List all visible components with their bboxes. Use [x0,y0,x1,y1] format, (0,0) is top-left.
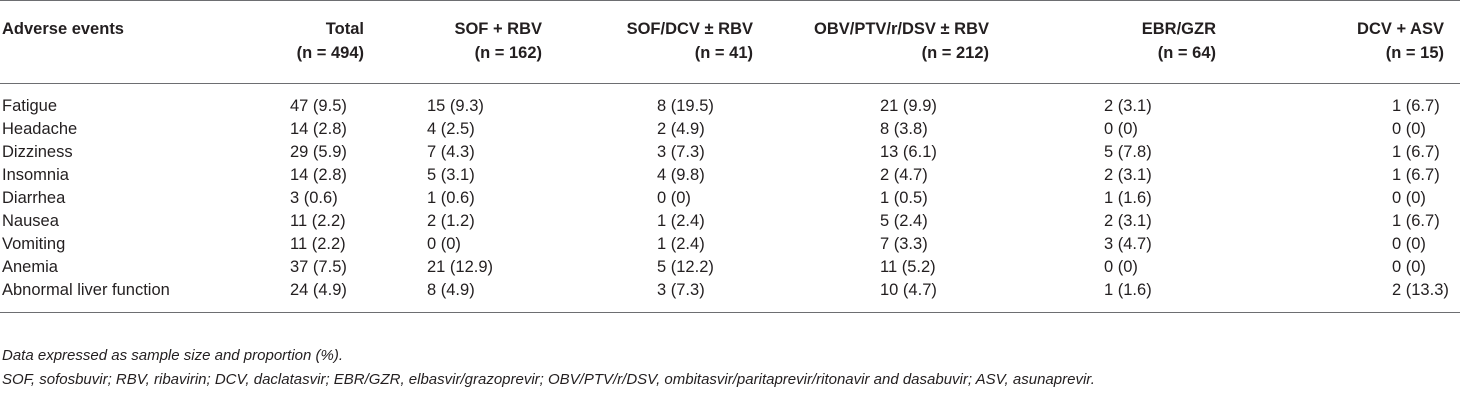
cell-total: 47 (9.5) [290,97,347,115]
cell-ebr-gzr: 1 (1.6) [1035,279,1245,313]
cell-obv-ptv-r-dsv-rbv: 21 (9.9) [880,97,937,115]
cell-sof-dcv-rbv: 0 (0) [657,189,691,207]
adverse-event-label: Fatigue [2,97,58,115]
cell-total: 37 (7.5) [290,258,347,276]
cell-sof-dcv-rbv: 8 (19.5) [657,97,714,115]
table-header-row: Adverse events Total (n = 494) SOF + RBV… [0,0,1460,84]
table-row: Fatigue 47 (9.5) 15 (9.3) 8 (19.5) 21 (9.9) 2… [0,84,1460,119]
cell-sof-dcv-rbv: 1 (2.4) [657,212,705,230]
cell-sof-rbv: 5 (3.1) [427,166,475,184]
column-header-obv-ptv-r-dsv-rbv: OBV/PTV/r/DSV ± RBV (n = 212) [768,0,1035,84]
cell-total: 11 (2.2) [290,235,346,253]
footnote-data-expression: Data expressed as sample size and propor… [2,347,344,364]
cell-sof-rbv: 15 (9.3) [427,97,484,115]
cell-dcv-asv: 1 (6.7) [1392,143,1440,161]
cell-obv-ptv-r-dsv-rbv: 10 (4.7) [768,279,1035,313]
cell-dcv-asv: 2 (13.3) [1245,279,1460,313]
cell-sof-rbv: 4 (2.5) [427,120,475,138]
cell-total: 14 (2.8) [290,166,347,184]
cell-dcv-asv: 1 (6.7) [1392,212,1440,230]
adverse-event-label: Diarrhea [2,189,66,207]
cell-sof-rbv: 7 (4.3) [427,143,475,161]
table-row: Vomiting 11 (2.2) 0 (0) 1 (2.4) 7 (3.3) 3 (4.… [0,233,1460,256]
column-header-total: Total (n = 494) [260,0,367,84]
column-header-dcv-asv: DCV + ASV (n = 15) [1245,0,1460,84]
cell-ebr-gzr: 0 (0) [1104,120,1138,138]
cell-dcv-asv: 0 (0) [1392,258,1426,276]
cell-sof-dcv-rbv: 4 (9.8) [657,166,705,184]
cell-total: 11 (2.2) [290,212,346,230]
cell-dcv-asv: 1 (6.7) [1392,97,1440,115]
table-row: Nausea 11 (2.2) 2 (1.2) 1 (2.4) 5 (2.4) 2 (3.… [0,210,1460,233]
table-row: Dizziness 29 (5.9) 7 (4.3) 3 (7.3) 13 (6.1) 5… [0,141,1460,164]
cell-obv-ptv-r-dsv-rbv: 2 (4.7) [880,166,928,184]
cell-dcv-asv: 0 (0) [1392,235,1426,253]
adverse-event-label: Nausea [2,212,59,230]
cell-total: 24 (4.9) [260,279,367,313]
cell-obv-ptv-r-dsv-rbv: 5 (2.4) [880,212,928,230]
cell-obv-ptv-r-dsv-rbv: 13 (6.1) [880,143,937,161]
adverse-event-label: Headache [2,120,78,138]
cell-sof-rbv: 0 (0) [427,235,461,253]
adverse-events-table-container: Adverse events Total (n = 494) SOF + RBV… [0,0,1460,313]
column-header-ebr-gzr: EBR/GZR (n = 64) [1035,0,1245,84]
cell-total: 29 (5.9) [290,143,347,161]
adverse-event-label: Abnormal liver function [0,279,260,313]
cell-ebr-gzr: 1 (1.6) [1104,189,1152,207]
adverse-event-label: Dizziness [2,143,73,161]
cell-ebr-gzr: 2 (3.1) [1104,212,1152,230]
cell-dcv-asv: 0 (0) [1392,120,1426,138]
adverse-event-label: Insomnia [2,166,69,184]
cell-obv-ptv-r-dsv-rbv: 8 (3.8) [880,120,928,138]
column-header-sof-rbv: SOF + RBV (n = 162) [367,0,564,84]
table-row: Diarrhea 3 (0.6) 1 (0.6) 0 (0) 1 (0.5) 1 (1.6… [0,187,1460,210]
table-footnotes: Data expressed as sample size and propor… [2,344,1095,392]
table-row: Headache 14 (2.8) 4 (2.5) 2 (4.9) 8 (3.8) 0 (… [0,118,1460,141]
cell-obv-ptv-r-dsv-rbv: 7 (3.3) [880,235,928,253]
cell-sof-rbv: 1 (0.6) [427,189,475,207]
cell-sof-dcv-rbv: 3 (7.3) [564,279,768,313]
footnote-abbreviations: SOF, sofosbuvir; RBV, ribavirin; DCV, da… [2,371,1095,388]
table-row: Abnormal liver function 24 (4.9) 8 (4.9) 3 … [0,279,1460,313]
cell-sof-dcv-rbv: 3 (7.3) [657,143,705,161]
cell-ebr-gzr: 3 (4.7) [1104,235,1152,253]
cell-dcv-asv: 1 (6.7) [1392,166,1440,184]
cell-sof-dcv-rbv: 2 (4.9) [657,120,705,138]
table-body: Fatigue 47 (9.5) 15 (9.3) 8 (19.5) 21 (9.9) 2… [0,84,1460,313]
cell-ebr-gzr: 2 (3.1) [1104,166,1152,184]
cell-total: 14 (2.8) [290,120,347,138]
table-row: Anemia 37 (7.5) 21 (12.9) 5 (12.2) 11 (5.2) 0… [0,256,1460,279]
cell-sof-rbv: 8 (4.9) [367,279,564,313]
column-header-sof-dcv-rbv: SOF/DCV ± RBV (n = 41) [564,0,768,84]
cell-sof-rbv: 2 (1.2) [427,212,475,230]
cell-dcv-asv: 0 (0) [1392,189,1426,207]
cell-obv-ptv-r-dsv-rbv: 1 (0.5) [880,189,928,207]
cell-total: 3 (0.6) [290,189,338,207]
adverse-events-table: Adverse events Total (n = 494) SOF + RBV… [0,0,1460,313]
cell-ebr-gzr: 2 (3.1) [1104,97,1152,115]
column-header-adverse-events: Adverse events [0,0,260,84]
cell-sof-dcv-rbv: 5 (12.2) [657,258,714,276]
cell-sof-rbv: 21 (12.9) [427,258,494,276]
cell-obv-ptv-r-dsv-rbv: 11 (5.2) [880,258,936,276]
cell-ebr-gzr: 5 (7.8) [1104,143,1152,161]
cell-ebr-gzr: 0 (0) [1104,258,1138,276]
adverse-event-label: Anemia [2,258,58,276]
table-row: Insomnia 14 (2.8) 5 (3.1) 4 (9.8) 2 (4.7) 2 (… [0,164,1460,187]
cell-sof-dcv-rbv: 1 (2.4) [657,235,705,253]
adverse-event-label: Vomiting [2,235,66,253]
